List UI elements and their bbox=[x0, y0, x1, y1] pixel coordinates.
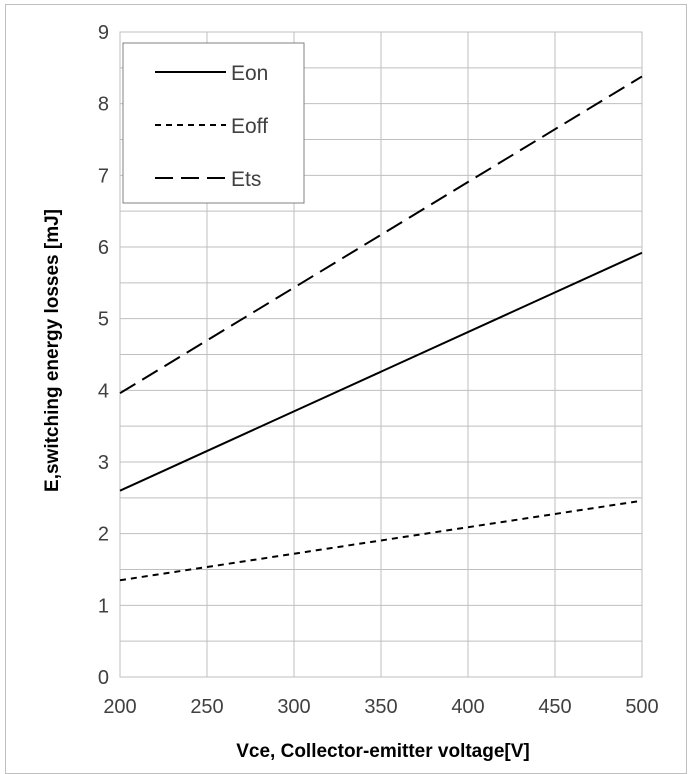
y-tick-label: 2 bbox=[98, 524, 109, 546]
y-tick-label: 5 bbox=[98, 309, 109, 331]
x-tick-label: 200 bbox=[103, 696, 136, 718]
series-lines bbox=[119, 75, 643, 582]
y-tick-label: 8 bbox=[98, 94, 109, 116]
x-tick-label: 350 bbox=[364, 696, 397, 718]
y-tick-label: 1 bbox=[98, 595, 109, 617]
x-tick-label: 250 bbox=[190, 696, 223, 718]
y-tick-label: 0 bbox=[98, 667, 109, 689]
x-tick-labels: 200 250 300 350 400 450 500 bbox=[103, 696, 658, 718]
legend-label-eoff: Eoff bbox=[231, 115, 268, 138]
y-tick-label: 7 bbox=[98, 165, 109, 187]
y-axis-title: E,switching energy losses [mJ] bbox=[42, 209, 63, 492]
x-tick-label: 450 bbox=[538, 696, 571, 718]
x-tick-label: 500 bbox=[625, 696, 658, 718]
y-tick-label: 4 bbox=[98, 380, 109, 402]
x-tick-label: 300 bbox=[277, 696, 310, 718]
legend-box bbox=[122, 42, 305, 204]
legend-label-ets: Ets bbox=[231, 168, 261, 191]
series-line-eoff bbox=[119, 499, 643, 582]
y-tick-label: 3 bbox=[98, 452, 109, 474]
x-tick-label: 400 bbox=[451, 696, 484, 718]
legend-label-eon: Eon bbox=[231, 62, 268, 85]
y-tick-label: 6 bbox=[98, 237, 109, 259]
legend: Eon Eoff Ets bbox=[122, 42, 305, 204]
plot-border bbox=[119, 31, 643, 678]
series-line-ets bbox=[119, 75, 643, 395]
y-tick-label: 9 bbox=[98, 22, 109, 44]
y-tick-labels: 0 1 2 3 4 5 6 7 8 9 bbox=[98, 22, 109, 689]
x-axis-title: Vce, Collector-emitter voltage[V] bbox=[236, 741, 530, 762]
series-line-eon bbox=[119, 251, 643, 492]
